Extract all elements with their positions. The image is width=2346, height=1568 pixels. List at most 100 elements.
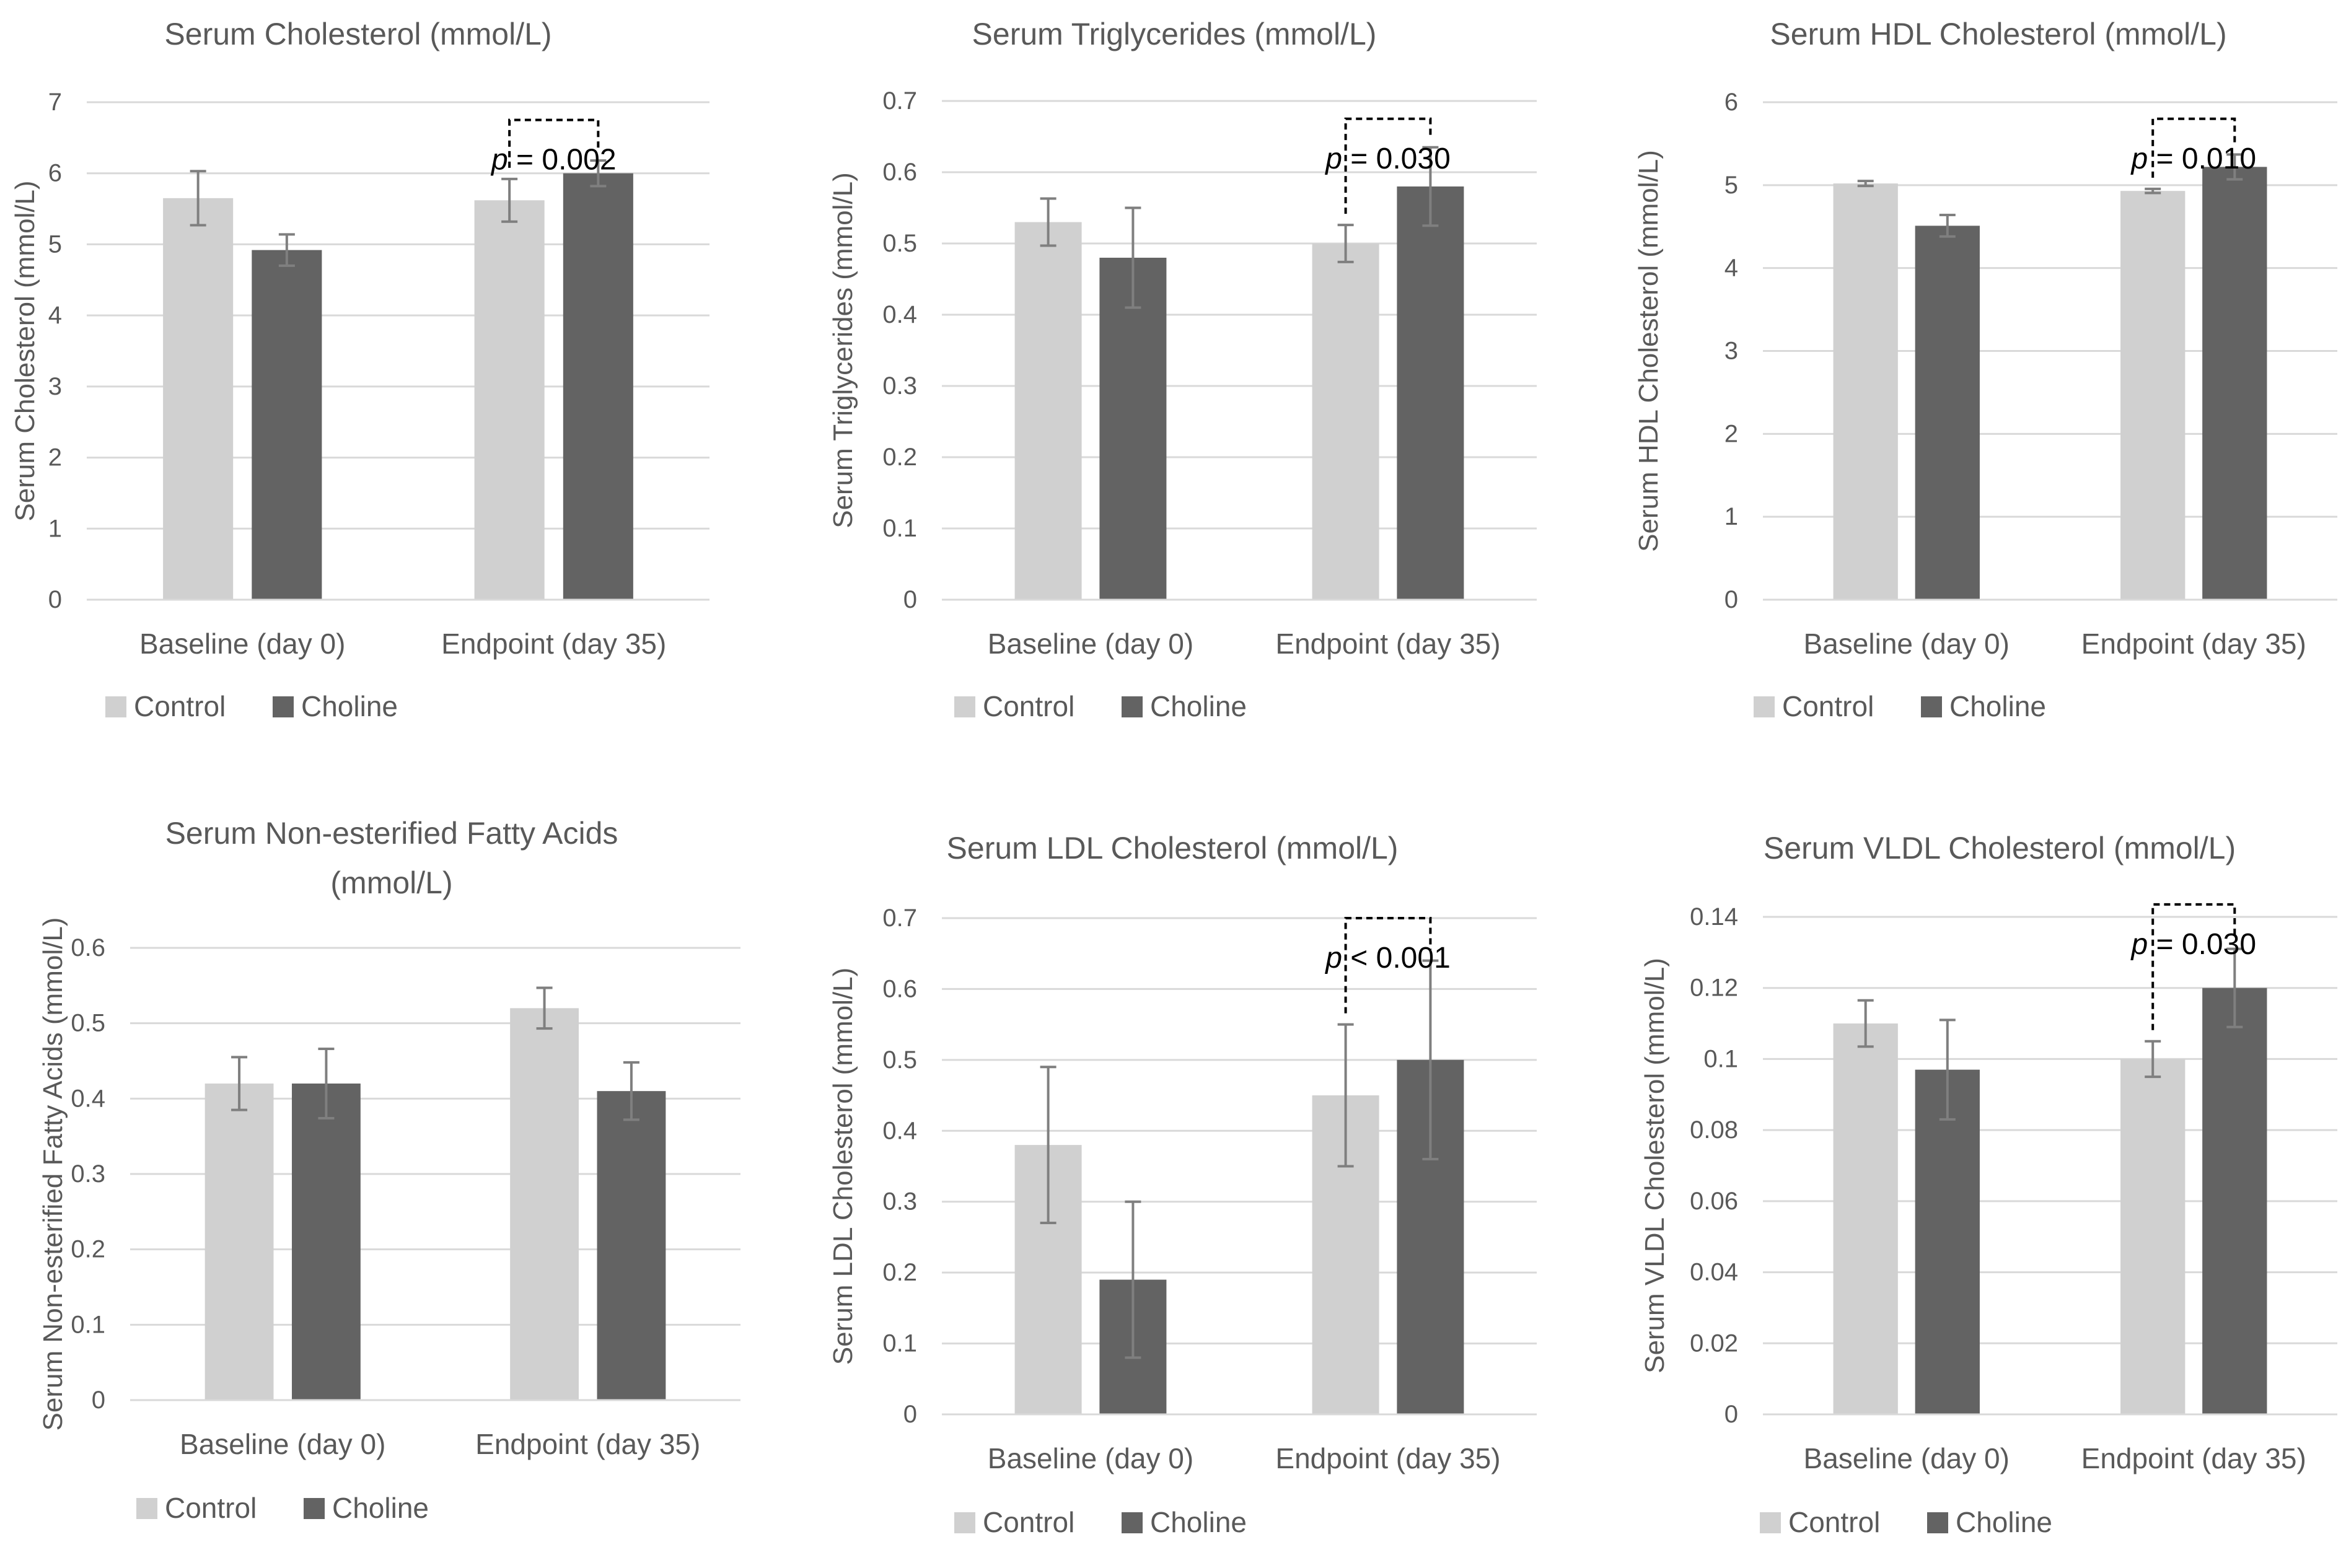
error-bar bbox=[278, 233, 295, 267]
bar-control-endpoint bbox=[2120, 191, 2186, 600]
y-tick-label: 0 bbox=[48, 586, 62, 613]
error-bar bbox=[590, 159, 607, 188]
chart-panel-3: 0 1 2 3 4 5 6 Serum HDL Cholesterol (mmol/L) Ser… bbox=[1633, 17, 2337, 722]
error-bar bbox=[1337, 1023, 1354, 1168]
error-bar bbox=[1857, 999, 1874, 1048]
error-bar bbox=[2145, 187, 2161, 195]
error-bar bbox=[2226, 153, 2243, 181]
bar-choline-endpoint bbox=[1397, 186, 1464, 600]
p-value-label: p = 0.010 bbox=[2130, 142, 2256, 175]
y-tick-label: 1 bbox=[48, 515, 62, 542]
y-tick-label: 0.5 bbox=[71, 1010, 105, 1037]
legend: Control Choline bbox=[1760, 1506, 2052, 1538]
p-value-label: p = 0.030 bbox=[2130, 928, 2256, 961]
error-bar bbox=[1939, 214, 1956, 238]
chart-title: Serum Non-esterified Fatty Acids (mmol/L) bbox=[165, 816, 618, 900]
y-axis-label: Serum Cholesterol (mmol/L) bbox=[10, 180, 40, 521]
error-bar bbox=[190, 170, 206, 227]
legend-label-control: Control bbox=[134, 690, 226, 722]
legend-swatch-choline bbox=[273, 696, 294, 717]
y-tick-label: 0.1 bbox=[1703, 1045, 1738, 1072]
x-tick-label: Baseline (day 0) bbox=[988, 628, 1193, 660]
legend: Control Choline bbox=[954, 690, 1247, 722]
chart-title: Serum Triglycerides (mmol/L) bbox=[972, 17, 1377, 51]
legend-swatch-control bbox=[954, 1512, 975, 1533]
y-axis-label: Serum VLDL Cholesterol (mmol/L) bbox=[1640, 958, 1670, 1373]
error-bar bbox=[1040, 1066, 1057, 1225]
chart-title: Serum HDL Cholesterol (mmol/L) bbox=[1770, 17, 2226, 51]
legend-label-control: Control bbox=[983, 690, 1074, 722]
y-tick-label: 0.3 bbox=[882, 1188, 917, 1215]
bar-choline-endpoint bbox=[563, 173, 633, 600]
error-bar bbox=[2226, 947, 2243, 1028]
y-tick-label: 0.7 bbox=[882, 87, 917, 115]
y-tick-label: 0.3 bbox=[882, 372, 917, 400]
legend: Control Choline bbox=[105, 690, 398, 722]
y-tick-label: 0.4 bbox=[882, 301, 917, 328]
legend-swatch-choline bbox=[1122, 696, 1143, 717]
bar-control-baseline bbox=[1014, 222, 1082, 600]
y-tick-label: 2 bbox=[1724, 420, 1738, 447]
legend-swatch-control bbox=[1760, 1512, 1781, 1533]
bar-control-baseline bbox=[163, 198, 234, 600]
x-tick-label: Baseline (day 0) bbox=[988, 1442, 1193, 1474]
bar-control-endpoint bbox=[510, 1008, 579, 1400]
y-tick-label: 3 bbox=[48, 373, 62, 400]
bar-control-endpoint bbox=[474, 200, 545, 600]
legend: Control Choline bbox=[954, 1506, 1247, 1538]
y-tick-label: 0.02 bbox=[1690, 1329, 1738, 1357]
y-tick-label: 6 bbox=[1724, 89, 1738, 116]
legend-swatch-control bbox=[105, 696, 126, 717]
bar-control-baseline bbox=[204, 1084, 274, 1400]
y-tick-label: 0.6 bbox=[882, 159, 917, 186]
y-tick-label: 0.6 bbox=[71, 934, 105, 961]
x-tick-label: Endpoint (day 35) bbox=[1275, 1442, 1500, 1474]
y-tick-label: 0.1 bbox=[882, 1330, 917, 1357]
error-bar bbox=[1040, 197, 1057, 247]
y-tick-label: 0.1 bbox=[882, 515, 917, 542]
y-tick-label: 1 bbox=[1724, 503, 1738, 530]
chart-title: Serum LDL Cholesterol (mmol/L) bbox=[947, 831, 1399, 865]
legend-label-control: Control bbox=[1782, 690, 1874, 722]
y-tick-label: 0.4 bbox=[71, 1085, 105, 1112]
error-bar bbox=[1125, 1200, 1141, 1359]
significance-bracket bbox=[508, 118, 600, 168]
legend-swatch-control bbox=[136, 1498, 157, 1519]
y-axis-label: Serum HDL Cholesterol (mmol/L) bbox=[1633, 150, 1664, 552]
error-bar bbox=[623, 1061, 639, 1121]
x-tick-label: Baseline (day 0) bbox=[180, 1428, 385, 1460]
y-axis-label: Serum Non-esterified Fatty Acids (mmol/L… bbox=[38, 918, 68, 1431]
y-tick-label: 0.04 bbox=[1690, 1259, 1738, 1286]
legend-swatch-control bbox=[954, 696, 975, 717]
significance-bracket bbox=[1344, 917, 1432, 1014]
legend-label-choline: Choline bbox=[1150, 1506, 1247, 1538]
significance-bracket bbox=[1344, 117, 1432, 214]
y-tick-label: 0.5 bbox=[882, 230, 917, 257]
legend-label-control: Control bbox=[1788, 1506, 1880, 1538]
y-tick-label: 0.2 bbox=[882, 1259, 917, 1286]
y-tick-label: 0.1 bbox=[71, 1311, 105, 1338]
y-tick-label: 0 bbox=[1724, 586, 1738, 613]
error-bar bbox=[231, 1056, 248, 1111]
p-value-label: p = 0.030 bbox=[1324, 142, 1451, 175]
y-tick-label: 5 bbox=[48, 230, 62, 258]
bar-control-endpoint bbox=[1312, 243, 1379, 600]
chart-panel-2: 0 0.1 0.2 0.3 0.4 0.5 0.6 0.7 Serum Triglyceride… bbox=[828, 17, 1537, 722]
error-bar bbox=[2145, 1040, 2161, 1079]
legend-label-choline: Choline bbox=[1949, 690, 2046, 722]
chart-panel-1: 0 1 2 3 4 5 6 7 Serum Cholesterol (mmol/L) Serum … bbox=[10, 17, 710, 722]
legend-label-control: Control bbox=[983, 1506, 1074, 1538]
y-tick-label: 5 bbox=[1724, 172, 1738, 199]
bar-choline-baseline bbox=[252, 250, 322, 600]
x-tick-label: Endpoint (day 35) bbox=[2081, 1442, 2306, 1474]
y-tick-label: 0.14 bbox=[1690, 903, 1738, 931]
y-tick-label: 0 bbox=[903, 586, 917, 613]
y-tick-label: 0.2 bbox=[882, 444, 917, 471]
y-tick-label: 0 bbox=[92, 1386, 105, 1414]
error-bar bbox=[1422, 959, 1439, 1161]
legend-swatch-choline bbox=[304, 1498, 325, 1519]
y-tick-label: 0.5 bbox=[882, 1046, 917, 1074]
x-tick-label: Endpoint (day 35) bbox=[2081, 628, 2306, 660]
